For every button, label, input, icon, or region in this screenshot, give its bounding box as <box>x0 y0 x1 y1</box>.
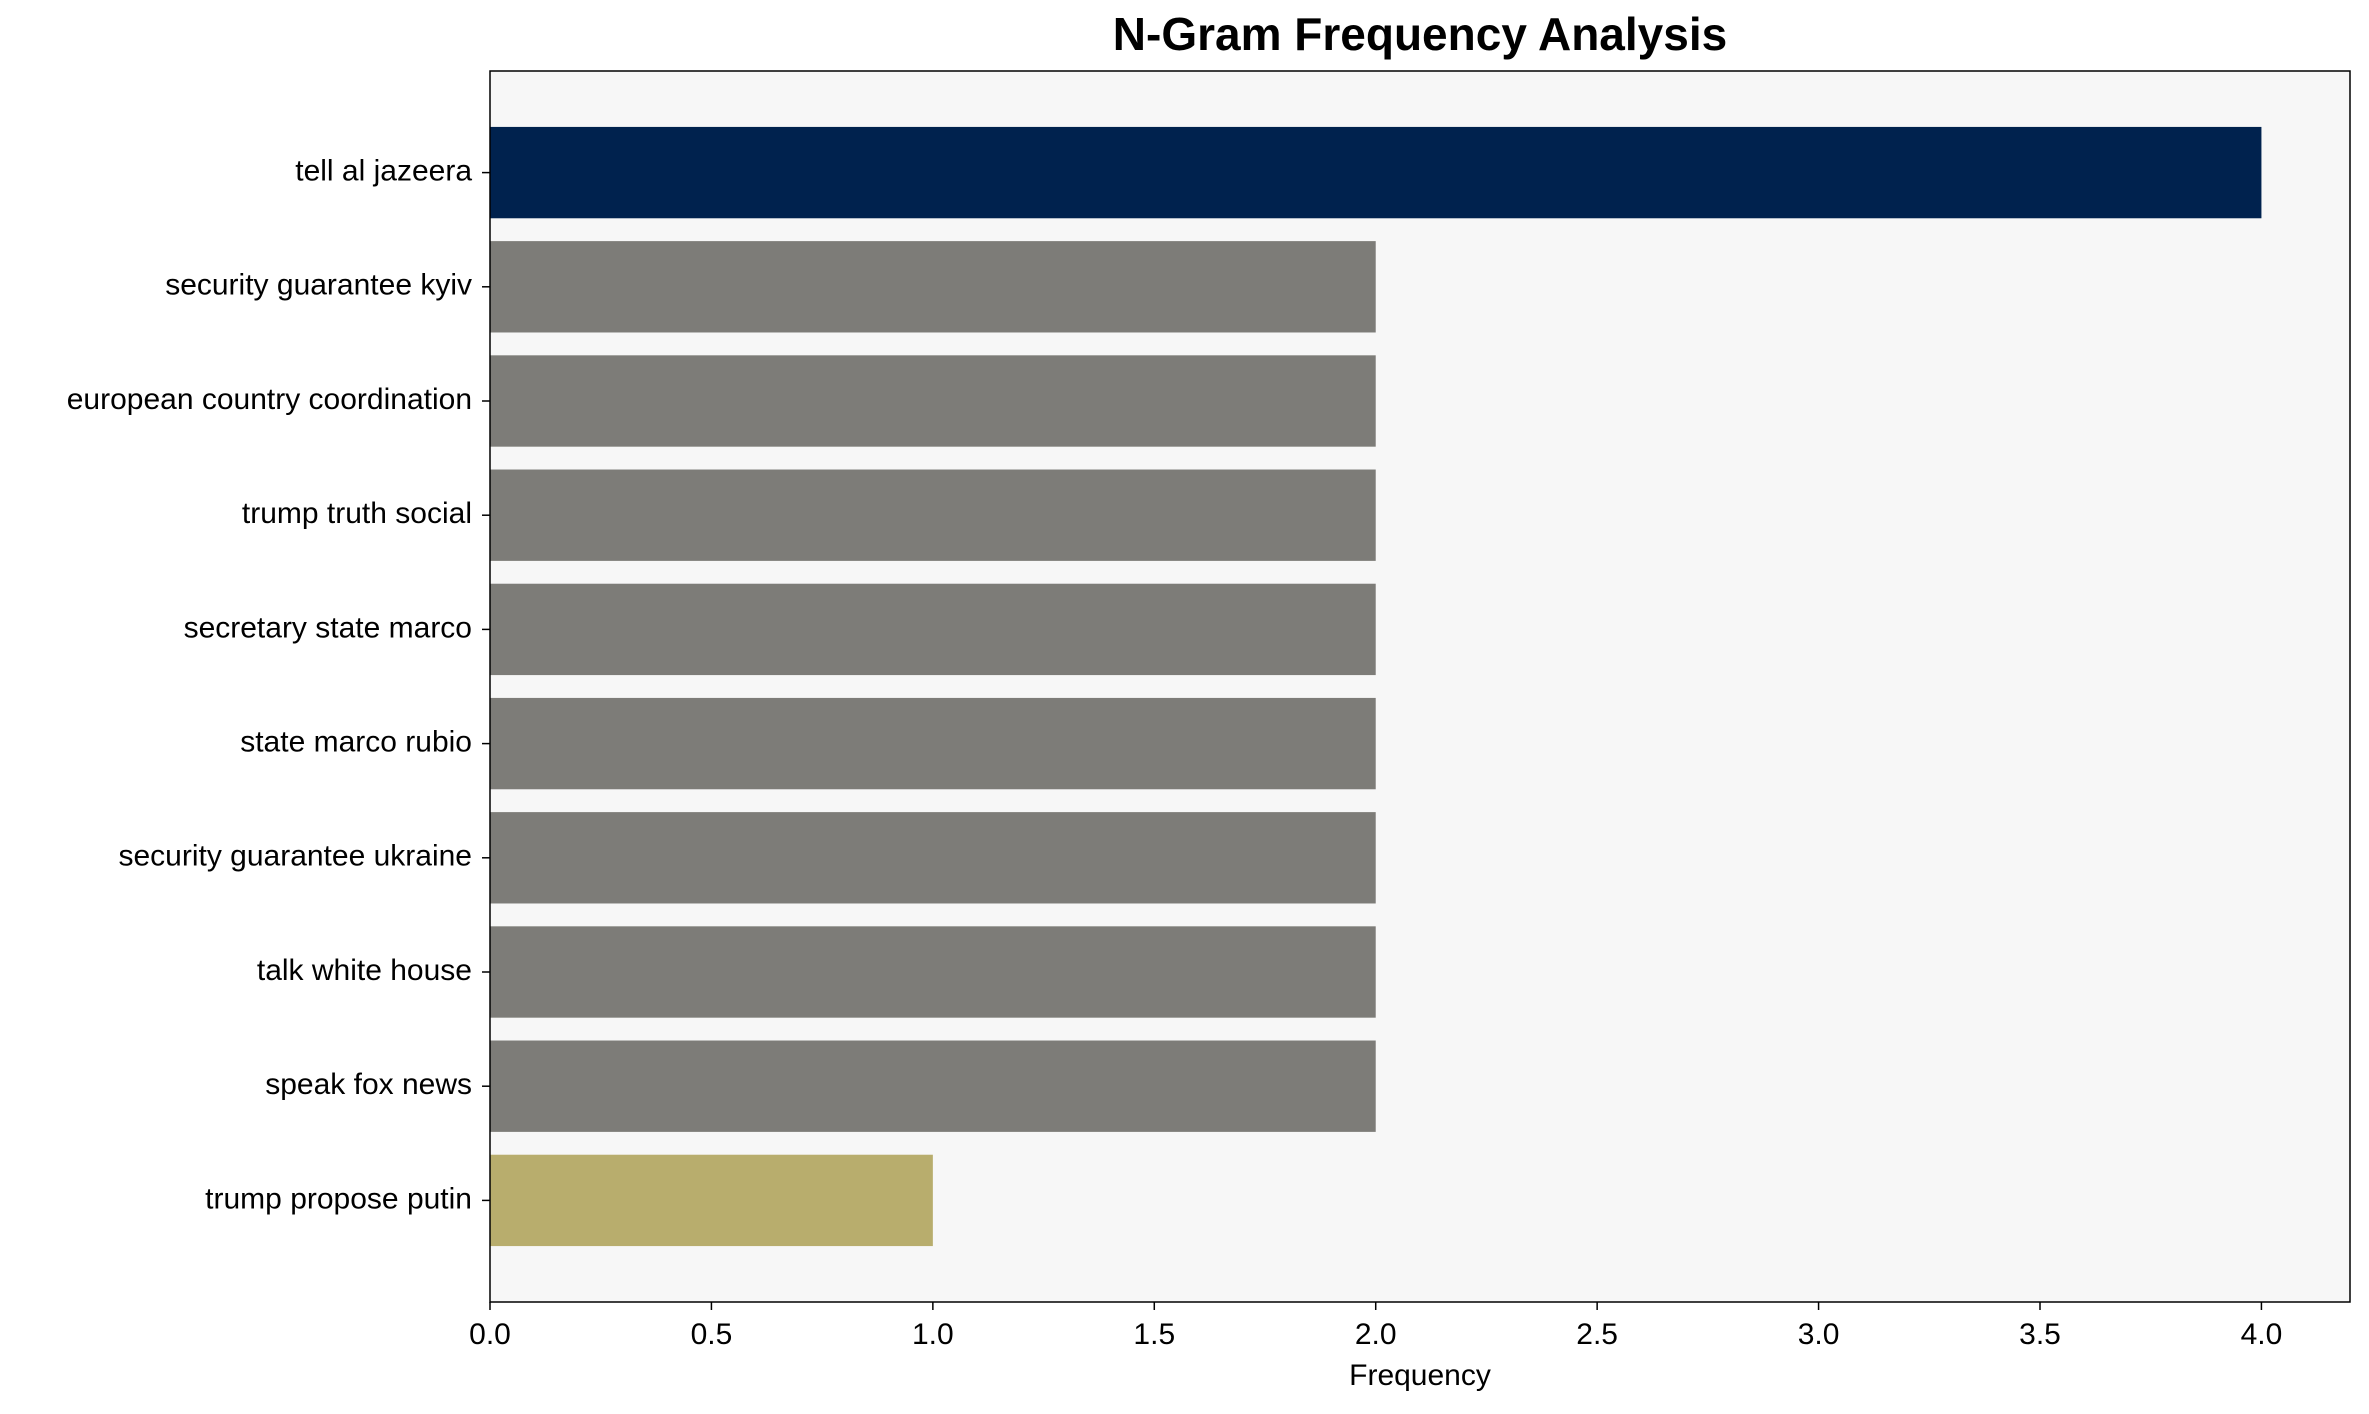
bar <box>490 812 1376 904</box>
bar <box>490 926 1376 1018</box>
x-tick-label: 3.0 <box>1798 1318 1840 1351</box>
x-tick-label: 1.0 <box>912 1318 954 1351</box>
x-tick-label: 2.0 <box>1355 1318 1397 1351</box>
chart-title: N-Gram Frequency Analysis <box>1113 8 1727 60</box>
y-tick-label: trump propose putin <box>205 1182 472 1215</box>
x-tick-label: 2.5 <box>1576 1318 1618 1351</box>
bar <box>490 1040 1376 1132</box>
bar <box>490 469 1376 561</box>
bar <box>490 583 1376 676</box>
y-tick-label: speak fox news <box>265 1068 472 1101</box>
y-tick-label: trump truth social <box>242 497 472 530</box>
y-tick-label: tell al jazeera <box>295 155 472 188</box>
bar <box>490 241 1376 333</box>
bar <box>490 126 2262 219</box>
y-tick-label: talk white house <box>257 954 472 987</box>
y-tick-label: security guarantee kyiv <box>165 269 472 302</box>
y-tick-label: european country coordination <box>67 383 472 416</box>
y-tick-label: secretary state marco <box>184 611 472 644</box>
x-axis-label: Frequency <box>1349 1359 1491 1392</box>
x-tick-label: 0.0 <box>469 1318 511 1351</box>
y-tick-label: security guarantee ukraine <box>118 840 472 873</box>
plot-frame <box>489 70 2351 1303</box>
x-tick-label: 1.5 <box>1133 1318 1175 1351</box>
x-tick-label: 4.0 <box>2241 1318 2283 1351</box>
x-tick-label: 3.5 <box>2019 1318 2061 1351</box>
y-tick-label: state marco rubio <box>240 726 472 759</box>
bar <box>490 355 1376 447</box>
x-tick-label: 0.5 <box>691 1318 733 1351</box>
bar <box>490 697 1376 790</box>
bar <box>490 1154 933 1247</box>
